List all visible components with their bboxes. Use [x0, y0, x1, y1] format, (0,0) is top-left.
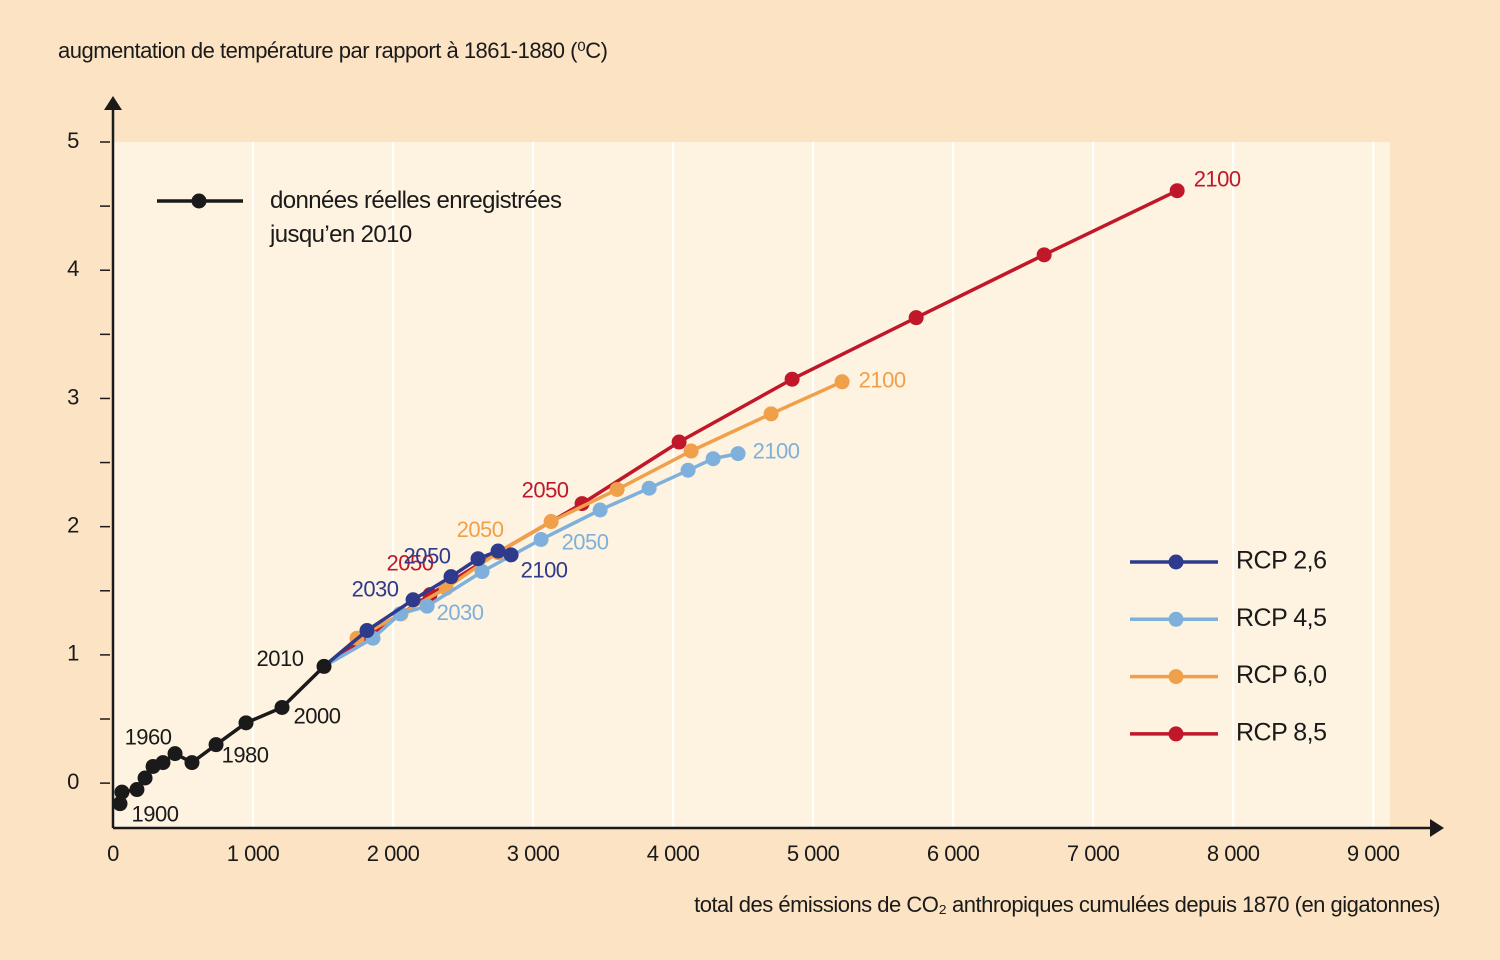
point-label: 2030 [352, 577, 399, 602]
x-tick-label: 7 000 [1067, 841, 1120, 866]
legend-label: RCP 6,0 [1236, 661, 1327, 689]
x-axis-arrow [1430, 819, 1444, 837]
point-label: 1900 [132, 801, 179, 826]
x-tick-label: 2 000 [367, 841, 420, 866]
point-label: 2100 [753, 438, 800, 463]
legend-label: RCP 8,5 [1236, 719, 1327, 747]
data-point [470, 551, 486, 567]
legend-label: données réelles enregistrées jusqu’en 20… [270, 187, 562, 248]
x-tick-label: 6 000 [927, 841, 980, 866]
data-point [184, 755, 200, 771]
point-label: 2050 [562, 529, 609, 554]
legend-marker [191, 193, 207, 209]
x-tick-label: 0 [107, 841, 119, 866]
data-point [419, 598, 435, 614]
data-point [129, 782, 145, 798]
data-point [641, 480, 657, 496]
y-tick-label: 0 [67, 769, 79, 794]
point-label: 2100 [859, 368, 906, 393]
plot-area [113, 142, 1390, 828]
point-label: 2030 [437, 600, 484, 625]
data-point [359, 623, 375, 639]
x-tick-label: 5 000 [787, 841, 840, 866]
data-point [114, 784, 130, 800]
legend-marker [1168, 669, 1184, 685]
data-point [112, 796, 128, 812]
data-point [834, 374, 850, 390]
y-axis-arrow [104, 96, 122, 110]
y-tick-label: 4 [67, 256, 79, 281]
data-point [671, 434, 687, 450]
data-point [503, 547, 519, 563]
x-tick-label: 9 000 [1347, 841, 1400, 866]
data-point [592, 502, 608, 518]
x-tick-label: 1 000 [227, 841, 280, 866]
point-label: 2100 [1194, 167, 1241, 192]
x-tick-label: 4 000 [647, 841, 700, 866]
point-label: 1960 [125, 724, 172, 749]
y-tick-label: 5 [67, 128, 79, 153]
data-point [730, 446, 746, 462]
data-point [167, 746, 183, 762]
point-label: 2100 [521, 558, 568, 583]
data-point [1036, 247, 1052, 263]
data-point [490, 543, 506, 559]
x-axis-title: total des émissions de CO₂ anthropiques … [694, 892, 1440, 917]
data-point [908, 310, 924, 326]
point-label: 1980 [222, 742, 269, 767]
data-point [680, 462, 696, 478]
data-point [683, 443, 699, 459]
series-line [322, 380, 843, 668]
legend-label: RCP 4,5 [1236, 604, 1327, 632]
legend-marker [1168, 726, 1184, 742]
x-tick-label: 8 000 [1207, 841, 1260, 866]
point-label: 2050 [387, 550, 434, 575]
x-tick-label: 3 000 [507, 841, 560, 866]
data-point [474, 564, 490, 580]
data-point [405, 592, 421, 608]
data-point [274, 699, 290, 715]
point-label: 2050 [522, 477, 569, 502]
point-label: 2000 [294, 703, 341, 728]
data-point [1169, 183, 1185, 199]
point-label: 2050 [457, 517, 504, 542]
point-label: 2050 [404, 544, 451, 569]
y-tick-label: 1 [67, 641, 79, 666]
data-point [763, 406, 779, 422]
point-label: 2010 [257, 646, 304, 671]
data-point [443, 569, 459, 585]
legend-marker [1168, 554, 1184, 570]
y-axis-title: augmentation de température par rapport … [58, 38, 608, 63]
data-point [238, 715, 254, 731]
data-point [784, 371, 800, 387]
data-point [543, 514, 559, 530]
y-tick-label: 2 [67, 512, 79, 537]
y-tick-label: 3 [67, 384, 79, 409]
legend-label: RCP 2,6 [1236, 547, 1327, 575]
data-point [705, 451, 721, 467]
data-point [316, 658, 332, 674]
data-point [137, 770, 153, 786]
legend-marker [1168, 611, 1184, 627]
data-point [208, 737, 224, 753]
data-point [155, 755, 171, 771]
data-point [609, 481, 625, 497]
data-point [533, 531, 549, 547]
